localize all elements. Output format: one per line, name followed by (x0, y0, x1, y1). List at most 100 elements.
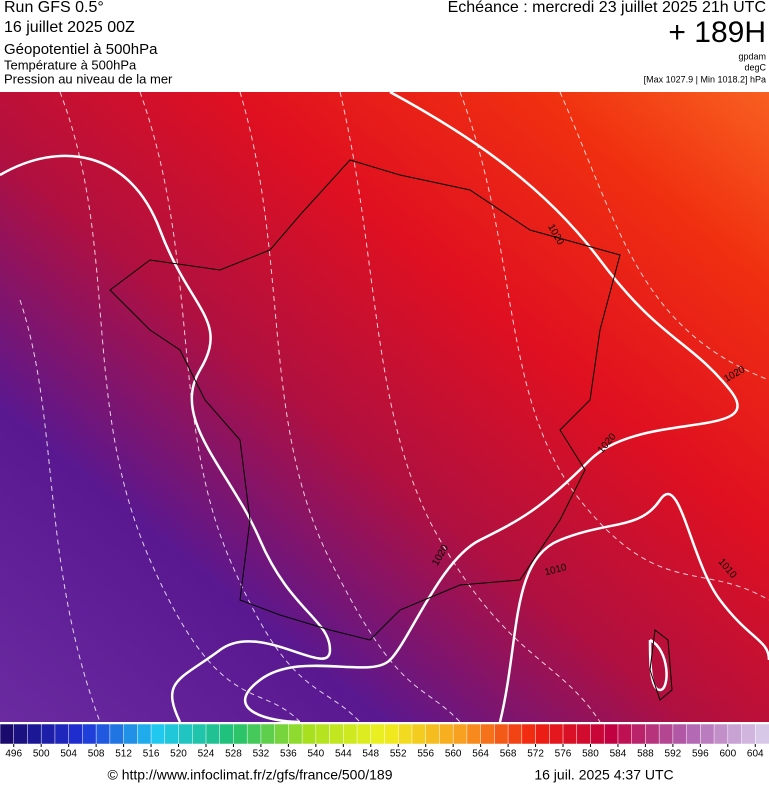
colorbar-swatch (288, 723, 303, 745)
colorbar-label: 568 (500, 749, 517, 760)
corsica-outline (649, 629, 673, 701)
colorbar-label: 584 (610, 749, 627, 760)
colorbar-label: 548 (362, 749, 379, 760)
colorbar-label: 564 (472, 749, 489, 760)
colorbar-swatch (700, 723, 715, 745)
map: 1020 1020 1020 1020 1010 1010 (0, 90, 769, 724)
subtitle: Température à 500hPa (4, 57, 137, 72)
colorbar-swatch (315, 723, 331, 745)
colorbar-swatch (452, 723, 468, 745)
colorbar: 496 500 504 508 512 516 520 524 528 532 536 540 544 5… (0, 723, 769, 760)
colorbar-swatch (164, 723, 180, 745)
lead-time: + 189H (668, 16, 766, 49)
colorbar-swatch (301, 723, 317, 745)
colorbar-swatch (356, 723, 372, 745)
colorbar-swatch (384, 723, 399, 745)
colorbar-swatch (741, 723, 757, 745)
colorbar-swatch (672, 723, 688, 745)
colorbar-label: 592 (665, 749, 682, 760)
colorbar-swatch (590, 723, 605, 745)
colorbar-swatch (123, 723, 139, 745)
run-date: 16 juillet 2025 00Z (4, 19, 135, 36)
colorbar-swatch (645, 723, 660, 745)
colorbar-swatch (95, 723, 111, 745)
colorbar-swatch (713, 723, 729, 745)
colorbar-label: 500 (33, 749, 50, 760)
colorbar-swatch (246, 723, 262, 745)
colorbar-swatch (617, 723, 633, 745)
colorbar-swatch (439, 723, 454, 745)
colorbar-label: 580 (582, 749, 599, 760)
colorbar-label: 536 (280, 749, 297, 760)
colorbar-swatch (40, 723, 56, 745)
colorbar-swatch (233, 723, 248, 745)
pressure-contours (0, 90, 769, 724)
colorbar-label: 532 (253, 749, 270, 760)
colorbar-swatch (274, 723, 290, 745)
colorbar-label: 524 (198, 749, 215, 760)
colorbar-swatch (494, 723, 509, 745)
colorbar-swatch (329, 723, 345, 745)
colorbar-swatch (411, 723, 427, 745)
source: © http://www.infoclimat.fr/z/gfs/france/… (108, 767, 393, 783)
colorbar-swatch (755, 723, 769, 745)
colorbar-label: 604 (747, 749, 764, 760)
colorbar-label: 516 (143, 749, 160, 760)
colorbar-swatch (137, 723, 152, 745)
colorbar-swatch (686, 723, 702, 745)
run: Run GFS 0.5° (4, 0, 104, 16)
colorbar-swatch (658, 723, 674, 745)
colorbar-label: 556 (417, 749, 434, 760)
colorbar-swatch (13, 723, 29, 745)
colorbar-swatch (535, 723, 551, 745)
colorbar-label: 560 (445, 749, 462, 760)
colorbar-label: 576 (555, 749, 572, 760)
colorbar-label: 600 (719, 749, 736, 760)
colorbar-swatch (27, 723, 42, 745)
unit: degC (744, 62, 766, 72)
colorbar-swatch (549, 723, 564, 745)
map-field (0, 92, 769, 722)
colorbar-swatch (260, 723, 276, 745)
unit: gpdam (738, 51, 766, 61)
colorbar-swatch (343, 723, 358, 745)
colorbar-label: 528 (225, 749, 242, 760)
colorbar-label: 520 (170, 749, 187, 760)
colorbar-swatch (0, 723, 15, 745)
colorbar-swatch (562, 723, 578, 745)
colorbar-label: 544 (335, 749, 352, 760)
colorbar-swatch (631, 723, 647, 745)
colorbar-swatch (54, 723, 70, 745)
colorbar-swatch (576, 723, 592, 745)
colorbar-label: 552 (390, 749, 407, 760)
colorbar-swatch (603, 723, 619, 745)
title: Géopotentiel à 500hPa (4, 41, 158, 58)
colorbar-label: 508 (88, 749, 105, 760)
valid-time: Echéance : mercredi 23 juillet 2025 21h … (448, 0, 766, 16)
colorbar-label: 540 (307, 749, 324, 760)
colorbar-swatch (370, 723, 386, 745)
colorbar-label: 496 (5, 749, 22, 760)
geopotential-contours (19, 91, 769, 723)
colorbar-label: 512 (115, 749, 132, 760)
colorbar-swatch (192, 723, 207, 745)
colorbar-swatch (466, 723, 482, 745)
pressure-range: [Max 1027.9 | Min 1018.2] hPa (644, 74, 766, 84)
colorbar-label: 596 (692, 749, 709, 760)
colorbar-label: 572 (527, 749, 544, 760)
colorbar-swatch (82, 723, 97, 745)
colorbar-swatch (178, 723, 193, 745)
colorbar-swatch (425, 723, 441, 745)
colorbar-swatch (205, 723, 221, 745)
timestamp: 16 juil. 2025 4:37 UTC (534, 767, 673, 783)
colorbar-swatch (507, 723, 523, 745)
colorbar-label: 588 (637, 749, 654, 760)
colorbar-swatch (150, 723, 166, 745)
france-outline (109, 159, 621, 641)
colorbar-swatch (727, 723, 743, 745)
colorbar-swatch (219, 723, 235, 745)
colorbar-swatch (109, 723, 125, 745)
colorbar-swatch (480, 723, 496, 745)
subtitle: Pression au niveau de la mer (4, 71, 173, 86)
